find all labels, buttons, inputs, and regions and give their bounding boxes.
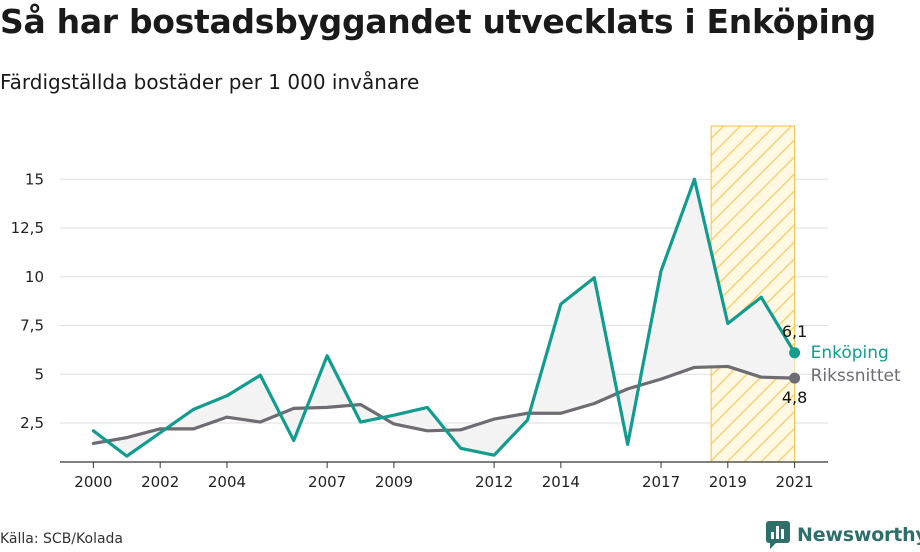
chart-title: Så har bostadsbyggandet utvecklats i Enk… [0, 2, 876, 41]
y-tick-label: 15 [25, 170, 44, 188]
y-tick-label: 10 [25, 268, 44, 286]
fill-between-area [93, 179, 795, 457]
x-tick-label: 2012 [475, 473, 513, 491]
y-tick-label: 2,5 [20, 414, 44, 432]
y-tick-label: 7,5 [20, 317, 44, 335]
y-tick-label: 12,5 [11, 219, 44, 237]
series-label-enkoping: Enköping [811, 343, 889, 363]
x-tick-label: 2014 [542, 473, 580, 491]
chart-subtitle: Färdigställda bostäder per 1 000 invånar… [0, 70, 420, 94]
x-tick-label: 2021 [776, 473, 814, 491]
brand-name: Newsworthy [797, 524, 920, 546]
series-end-point [789, 347, 801, 359]
x-tick-label: 2019 [709, 473, 747, 491]
series-line-enkping [91, 177, 797, 458]
x-tick-label: 2000 [74, 473, 112, 491]
x-tick-label: 2017 [642, 473, 680, 491]
highlight-band [710, 125, 796, 463]
source-note: Källa: SCB/Kolada [0, 531, 124, 547]
series-label-rikssnittet: Rikssnittet [811, 366, 901, 386]
x-tick-label: 2009 [375, 473, 413, 491]
brand-logo: Newsworthy [765, 520, 920, 550]
value-label-enkoping: 6,1 [782, 322, 807, 341]
newsworthy-logo-icon [766, 521, 790, 549]
x-tick-label: 2002 [141, 473, 179, 491]
y-tick-label: 5 [34, 365, 44, 383]
x-tick-label: 2007 [308, 473, 346, 491]
x-tick-label: 2004 [208, 473, 246, 491]
series-end-point [789, 372, 801, 384]
series-line-rikssnittet [91, 364, 797, 446]
value-label-rikssnittet: 4,8 [782, 388, 807, 407]
